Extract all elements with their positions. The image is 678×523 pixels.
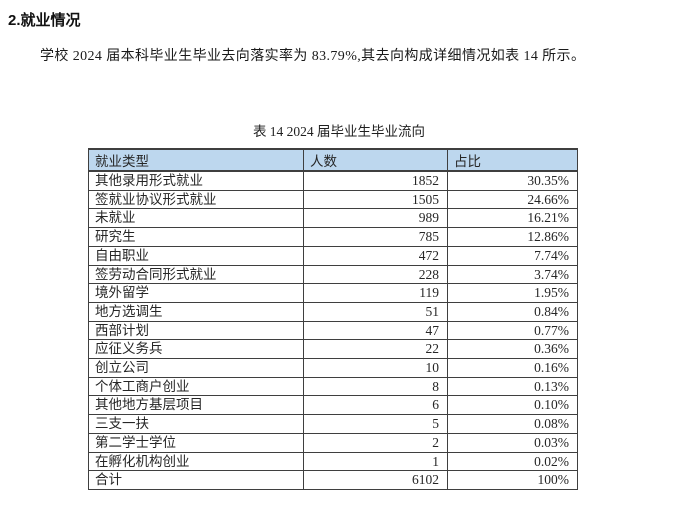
table-row: 创立公司 10 0.16% — [88, 358, 578, 378]
category-cell: 境外留学 — [88, 283, 304, 303]
category-cell: 个体工商户创业 — [88, 376, 304, 397]
table-row: 自由职业 472 7.74% — [88, 245, 578, 266]
table-row: 境外留学 119 1.95% — [88, 283, 578, 303]
category-cell: 三支一扶 — [88, 414, 304, 434]
table-body: 其他录用形式就业 1852 30.35% 签就业协议形式就业 1505 24.66% 未就业… — [88, 170, 578, 490]
category-cell: 研究生 — [88, 227, 304, 247]
count-cell: 5 — [303, 414, 448, 434]
table-header-row: 就业类型 人数 占比 — [88, 148, 578, 172]
category-cell: 在孵化机构创业 — [88, 451, 304, 472]
count-cell: 8 — [303, 376, 448, 397]
table-row: 地方选调生 51 0.84% — [88, 301, 578, 322]
table-row: 签就业协议形式就业 1505 24.66% — [88, 189, 578, 210]
category-cell: 签就业协议形式就业 — [88, 189, 304, 210]
section-title: 2.就业情况 — [8, 12, 81, 29]
column-header-count: 人数 — [303, 148, 448, 172]
count-cell: 1505 — [303, 189, 448, 210]
column-header-percent: 占比 — [447, 148, 578, 172]
graduate-flow-table: 就业类型 人数 占比 其他录用形式就业 1852 30.35% 签就业协议形式就业 15… — [88, 148, 578, 490]
percent-cell: 24.66% — [447, 189, 578, 210]
percent-cell: 16.21% — [447, 208, 578, 229]
percent-cell: 0.36% — [447, 339, 578, 360]
count-cell: 47 — [303, 320, 448, 341]
table-row: 在孵化机构创业 1 0.02% — [88, 451, 578, 472]
percent-cell: 7.74% — [447, 245, 578, 266]
count-cell: 22 — [303, 339, 448, 360]
count-cell: 51 — [303, 301, 448, 322]
category-cell: 签劳动合同形式就业 — [88, 264, 304, 285]
category-cell: 应征义务兵 — [88, 339, 304, 360]
percent-cell: 0.02% — [447, 451, 578, 472]
table-caption: 表 14 2024 届毕业生毕业流向 — [252, 124, 426, 139]
count-cell: 785 — [303, 227, 448, 247]
category-cell: 西部计划 — [88, 320, 304, 341]
category-cell: 地方选调生 — [88, 301, 304, 322]
count-cell: 2 — [303, 432, 448, 453]
body-paragraph: 学校 2024 届本科毕业生毕业去向落实率为 83.79%,其去向构成详细情况如… — [40, 49, 586, 64]
count-cell: 989 — [303, 208, 448, 229]
category-cell: 合计 — [88, 470, 304, 490]
category-cell: 第二学士学位 — [88, 432, 304, 453]
percent-cell: 0.84% — [447, 301, 578, 322]
category-cell: 自由职业 — [88, 245, 304, 266]
table-row: 签劳动合同形式就业 228 3.74% — [88, 264, 578, 285]
percent-cell: 1.95% — [447, 283, 578, 303]
percent-cell: 100% — [447, 470, 578, 490]
category-cell: 其他地方基层项目 — [88, 395, 304, 416]
percent-cell: 3.74% — [447, 264, 578, 285]
category-cell: 未就业 — [88, 208, 304, 229]
table-row: 未就业 989 16.21% — [88, 208, 578, 229]
percent-cell: 0.10% — [447, 395, 578, 416]
count-cell: 119 — [303, 283, 448, 303]
percent-cell: 0.13% — [447, 376, 578, 397]
count-cell: 10 — [303, 358, 448, 378]
column-header-category: 就业类型 — [88, 148, 304, 172]
table-row: 其他地方基层项目 6 0.10% — [88, 395, 578, 416]
count-cell: 6 — [303, 395, 448, 416]
percent-cell: 12.86% — [447, 227, 578, 247]
table-row: 其他录用形式就业 1852 30.35% — [88, 170, 578, 191]
count-cell: 1852 — [303, 170, 448, 191]
table-row: 个体工商户创业 8 0.13% — [88, 376, 578, 397]
table-row: 西部计划 47 0.77% — [88, 320, 578, 341]
count-cell: 228 — [303, 264, 448, 285]
table-row: 合计 6102 100% — [88, 470, 578, 490]
percent-cell: 0.03% — [447, 432, 578, 453]
category-cell: 创立公司 — [88, 358, 304, 378]
percent-cell: 0.16% — [447, 358, 578, 378]
percent-cell: 30.35% — [447, 170, 578, 191]
table-row: 应征义务兵 22 0.36% — [88, 339, 578, 360]
table-row: 三支一扶 5 0.08% — [88, 414, 578, 434]
table-row: 第二学士学位 2 0.03% — [88, 432, 578, 453]
table-row: 研究生 785 12.86% — [88, 227, 578, 247]
count-cell: 1 — [303, 451, 448, 472]
count-cell: 472 — [303, 245, 448, 266]
count-cell: 6102 — [303, 470, 448, 490]
percent-cell: 0.77% — [447, 320, 578, 341]
category-cell: 其他录用形式就业 — [88, 170, 304, 191]
percent-cell: 0.08% — [447, 414, 578, 434]
